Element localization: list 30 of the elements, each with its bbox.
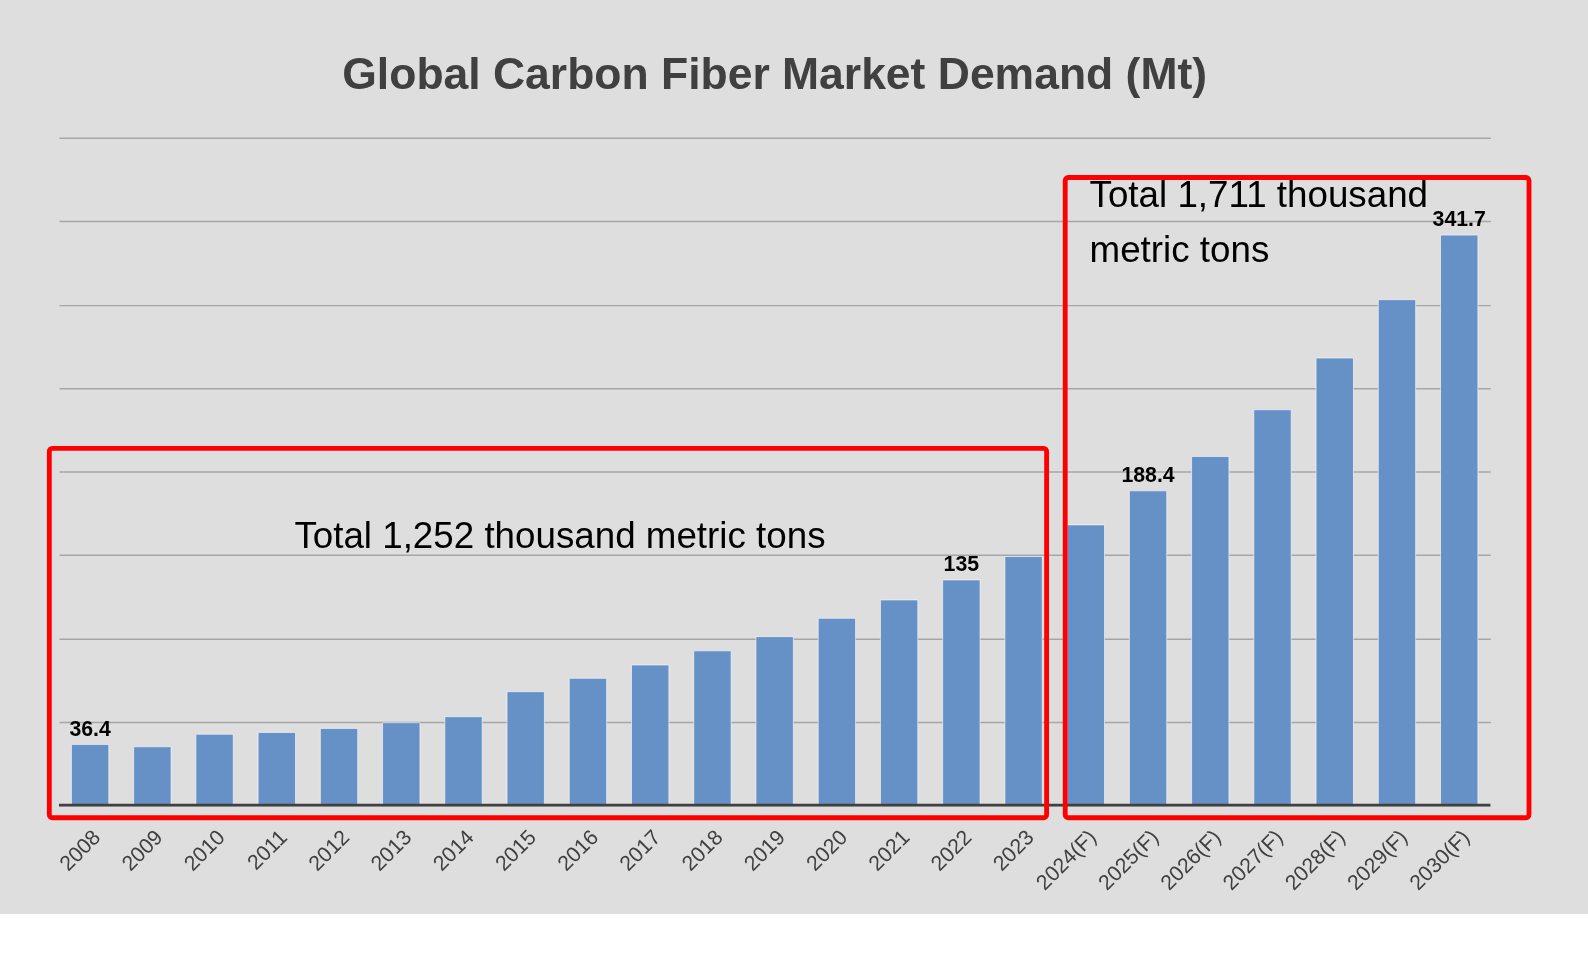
bar xyxy=(693,650,732,806)
bar xyxy=(879,599,919,806)
data-label: 135 xyxy=(943,552,980,577)
data-label: 188.4 xyxy=(1121,463,1175,488)
data-label: 36.4 xyxy=(69,716,111,741)
bar xyxy=(1440,234,1479,806)
bar xyxy=(133,746,172,806)
bar xyxy=(382,722,421,806)
bar xyxy=(568,677,608,806)
bar xyxy=(1253,409,1292,806)
bar xyxy=(817,617,857,806)
bar xyxy=(257,731,296,806)
annotation: Total 1,711 thousand metric tons xyxy=(1089,173,1429,270)
bar xyxy=(1128,490,1168,806)
bar xyxy=(1315,357,1354,806)
bar xyxy=(1377,299,1417,806)
chart-title: Global Carbon Fiber Market Demand (Mt) xyxy=(342,49,1208,99)
annotation: Total 1,252 thousand metric tons xyxy=(294,514,826,556)
bar xyxy=(1191,456,1230,806)
data-label: 341.7 xyxy=(1432,207,1486,232)
bar xyxy=(1004,556,1043,806)
bar xyxy=(755,636,794,806)
bar xyxy=(444,716,483,806)
bar xyxy=(319,727,359,806)
bar xyxy=(506,691,545,806)
bar xyxy=(1066,524,1105,806)
bar xyxy=(631,664,670,806)
bar xyxy=(942,579,981,806)
bar xyxy=(195,733,234,806)
bar xyxy=(70,743,110,806)
